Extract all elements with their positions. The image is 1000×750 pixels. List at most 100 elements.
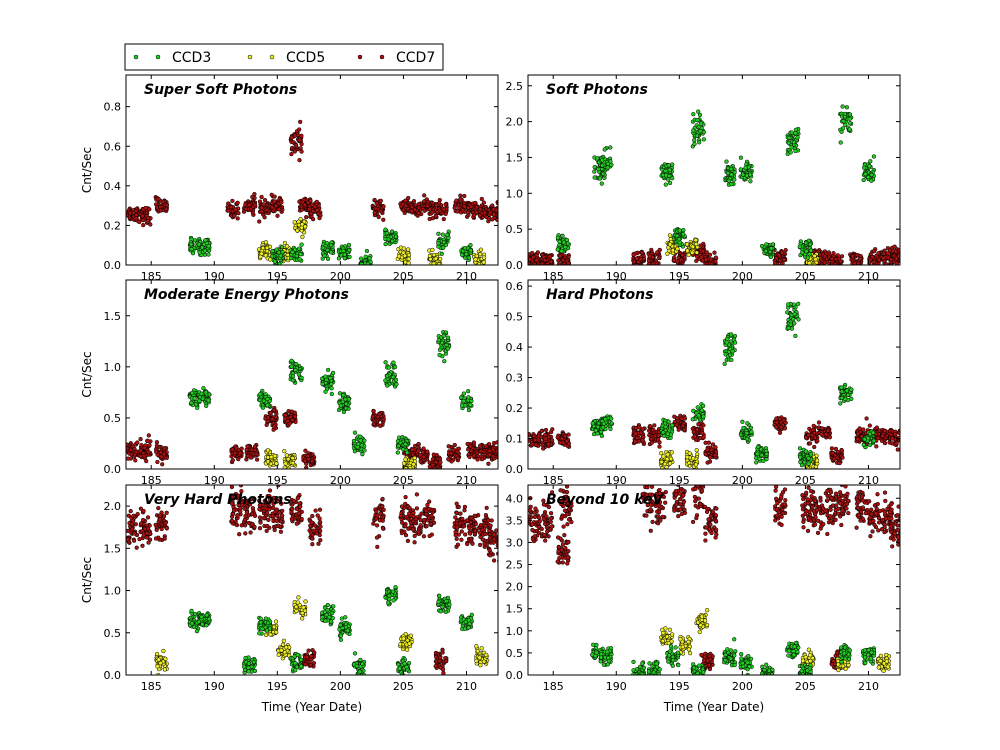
data-point-ccd3 <box>744 436 750 442</box>
data-point-ccd3 <box>195 405 200 410</box>
data-point-ccd7 <box>430 463 435 468</box>
data-point-ccd7 <box>409 208 414 214</box>
data-point-ccd3 <box>367 256 372 261</box>
data-point-ccd3 <box>437 347 443 352</box>
data-point-ccd7 <box>257 199 263 204</box>
y-axis-label: Cnt/Sec <box>80 147 94 193</box>
data-point-ccd3 <box>294 253 299 259</box>
data-point-ccd3 <box>724 340 729 345</box>
data-point-ccd5 <box>675 246 680 251</box>
data-point-ccd7 <box>135 440 140 445</box>
data-point-ccd3 <box>763 248 769 254</box>
data-point-ccd3 <box>869 178 874 183</box>
data-point-ccd7 <box>674 422 679 427</box>
data-point-ccd5 <box>684 242 690 247</box>
data-point-ccd5 <box>295 228 300 233</box>
data-point-ccd7 <box>819 426 825 431</box>
data-point-ccd5 <box>396 254 402 259</box>
data-point-ccd7 <box>530 250 535 256</box>
data-point-ccd7 <box>285 419 290 424</box>
data-point-ccd7 <box>243 202 248 207</box>
data-point-ccd3 <box>355 445 360 450</box>
data-point-ccd7 <box>292 149 297 154</box>
data-point-ccd7 <box>647 423 653 429</box>
data-point-ccd7 <box>881 251 887 256</box>
data-point-ccd7 <box>640 250 645 256</box>
data-point-ccd7 <box>833 262 838 265</box>
data-point-ccd7 <box>155 459 160 465</box>
data-point-ccd7 <box>550 427 555 432</box>
data-point-ccd3 <box>592 175 597 180</box>
plot-area <box>528 280 900 469</box>
data-point-ccd7 <box>308 211 314 216</box>
data-point-ccd3 <box>692 141 697 147</box>
data-point-ccd3 <box>352 449 358 454</box>
data-point-ccd7 <box>539 428 544 434</box>
data-point-ccd3 <box>203 238 208 243</box>
x-tick-label: 190 <box>204 474 225 487</box>
data-point-ccd5 <box>284 244 290 249</box>
data-point-ccd3 <box>789 145 794 150</box>
data-point-ccd7 <box>638 257 644 262</box>
data-point-ccd3 <box>385 383 390 388</box>
data-point-ccd7 <box>381 204 386 209</box>
data-point-ccd7 <box>378 198 383 203</box>
data-point-ccd3 <box>260 405 266 410</box>
data-point-ccd7 <box>861 427 866 432</box>
scatter-points <box>126 119 498 265</box>
data-point-ccd7 <box>558 253 563 259</box>
x-tick-label: 205 <box>393 474 414 487</box>
data-point-ccd3 <box>727 352 733 358</box>
data-point-ccd3 <box>839 129 844 134</box>
data-point-ccd3 <box>320 245 326 250</box>
data-point-ccd3 <box>261 398 267 403</box>
data-point-ccd7 <box>708 455 713 460</box>
data-point-ccd7 <box>265 207 270 213</box>
data-point-ccd7 <box>158 204 163 210</box>
data-point-ccd7 <box>654 261 659 265</box>
data-point-ccd7 <box>144 458 149 464</box>
data-point-ccd3 <box>696 413 701 418</box>
data-point-ccd7 <box>783 247 788 253</box>
data-point-ccd7 <box>230 198 235 204</box>
data-point-ccd7 <box>487 448 492 454</box>
data-point-ccd7 <box>534 258 539 263</box>
data-point-ccd7 <box>528 431 531 437</box>
data-point-ccd7 <box>876 257 881 262</box>
data-point-ccd7 <box>858 253 863 259</box>
data-point-ccd5 <box>687 451 692 456</box>
data-point-ccd3 <box>861 177 866 183</box>
data-point-ccd5 <box>807 261 812 265</box>
data-point-ccd3 <box>328 376 333 381</box>
data-point-ccd7 <box>163 206 169 212</box>
data-point-ccd3 <box>694 133 700 138</box>
data-point-ccd3 <box>202 248 208 253</box>
data-point-ccd3 <box>468 402 473 407</box>
data-point-ccd5 <box>258 254 263 259</box>
data-point-ccd3 <box>197 250 202 255</box>
data-point-ccd3 <box>842 111 848 117</box>
data-point-ccd3 <box>297 257 302 262</box>
data-point-ccd7 <box>774 420 779 425</box>
data-point-ccd7 <box>465 441 470 447</box>
data-point-ccd3 <box>468 248 473 253</box>
data-point-ccd7 <box>881 256 886 261</box>
data-point-ccd3 <box>732 340 738 345</box>
data-point-ccd3 <box>770 242 775 247</box>
data-point-ccd5 <box>665 457 670 462</box>
data-point-ccd7 <box>681 427 687 432</box>
data-point-ccd5 <box>665 452 670 457</box>
data-point-ccd7 <box>713 255 719 260</box>
data-point-ccd3 <box>599 433 605 439</box>
data-point-ccd3 <box>697 140 702 145</box>
data-point-ccd7 <box>837 460 842 466</box>
data-point-ccd5 <box>406 260 411 265</box>
data-point-ccd3 <box>436 241 441 246</box>
data-point-ccd3 <box>866 174 871 180</box>
data-point-ccd7 <box>462 193 467 199</box>
data-point-ccd7 <box>261 202 266 207</box>
data-point-ccd7 <box>446 457 451 462</box>
data-point-ccd7 <box>647 254 652 259</box>
data-point-ccd5 <box>474 253 479 259</box>
data-point-ccd7 <box>531 255 536 260</box>
